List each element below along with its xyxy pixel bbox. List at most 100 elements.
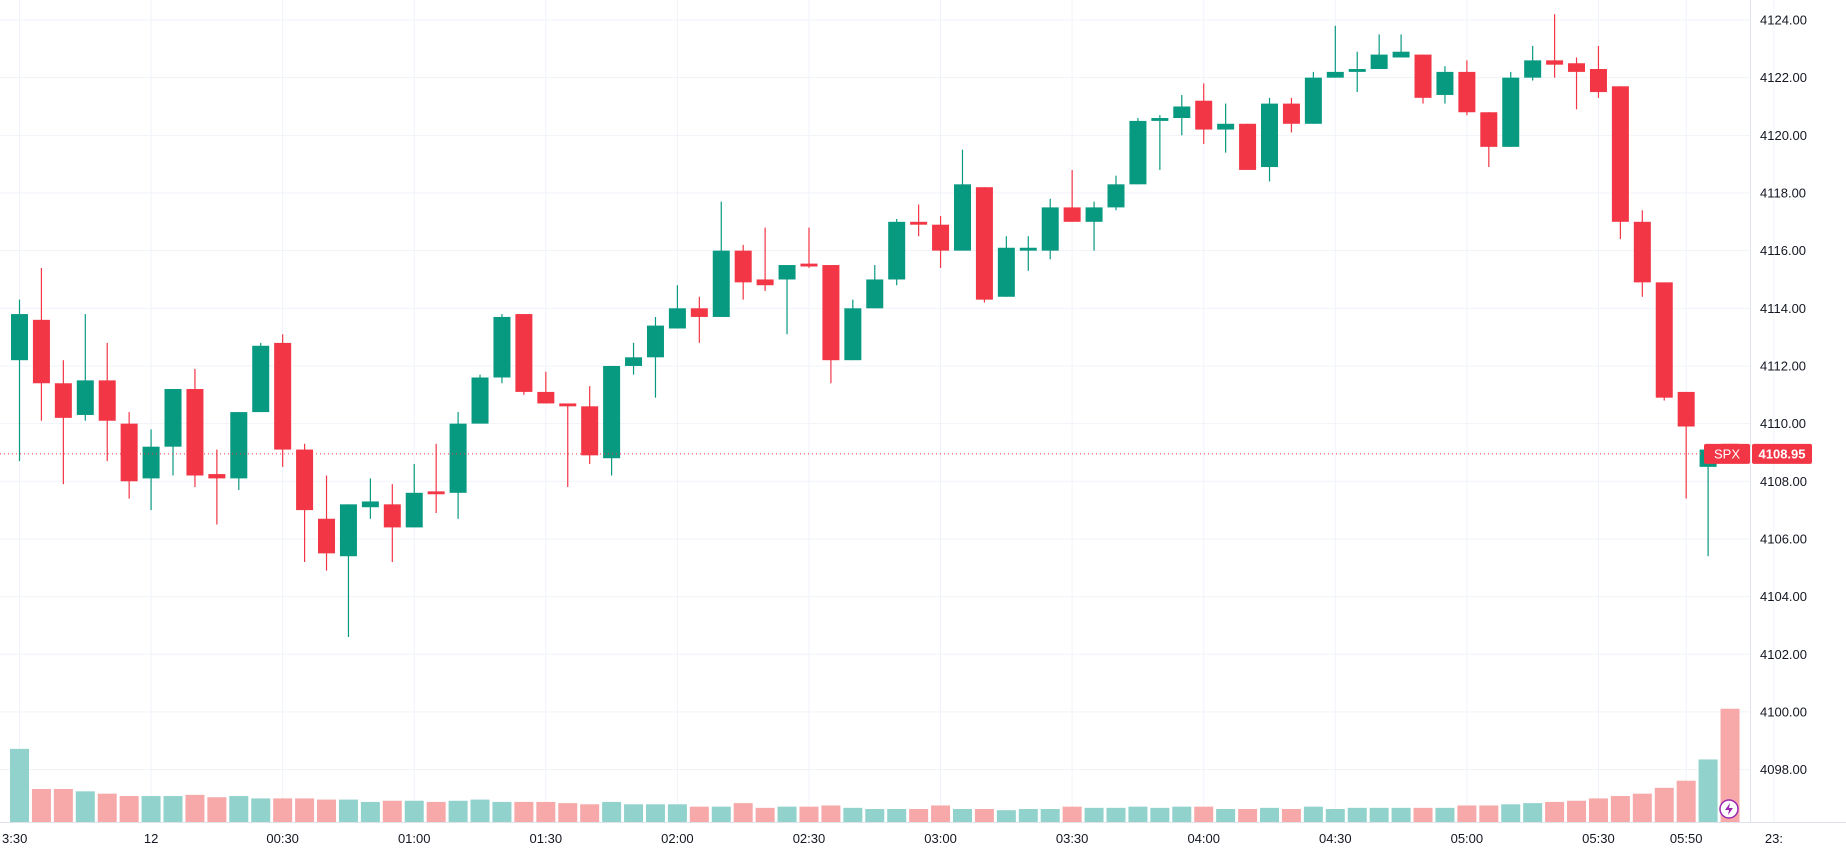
candle-body [32,319,50,384]
price-tick-label: 4114.00 [1760,301,1806,316]
candle-body [1633,221,1651,283]
volume-bar [448,800,468,822]
volume-bar [1216,809,1236,822]
volume-bar [1281,809,1301,822]
price-tick-label: 4112.00 [1760,358,1806,373]
volume-bar [821,805,841,822]
price-tick-label: 4104.00 [1760,589,1807,604]
volume-bar [1303,806,1323,822]
volume-bar [1654,787,1674,822]
candle-body [844,308,862,361]
time-tick-label: 00:30 [266,831,299,846]
volume-bar [1501,804,1521,822]
price-tick-label: 4124.00 [1760,13,1807,28]
candle-body [1282,103,1300,124]
candle-body [1107,184,1125,208]
candle-body [1195,100,1213,130]
candle-body [1173,106,1191,119]
candle-body [953,184,971,251]
volume-bar [1391,807,1411,822]
volume-bar [1040,809,1060,822]
candle-body [449,423,467,493]
volume-bar [711,806,731,822]
candle-body [822,265,840,361]
volume-bar [1369,807,1389,822]
candle-body [1458,71,1476,113]
volume-bar [1106,807,1126,822]
volume-bar [667,804,687,822]
candle-body [318,518,336,554]
volume-bar [317,799,337,822]
volume-bar [1435,807,1455,822]
time-tick-label: 23: [1765,831,1783,846]
volume-bar [996,810,1016,822]
candle-body [1370,54,1388,70]
candle-body [76,380,94,415]
price-axis[interactable]: 4098.00 4100.00 4102.00 4104.00 4106.00 4108.… [1760,13,1807,778]
time-tick-label: 05:50 [1670,831,1703,846]
volume-bar [251,798,271,822]
candle-body [54,383,72,418]
time-tick-label: 03:30 [1056,831,1089,846]
candle-body [405,492,423,528]
volume-bar [799,806,819,822]
volume-bar [536,801,556,822]
volume-bar [1588,798,1608,822]
price-tick-label: 4116.00 [1760,243,1806,258]
volume-bar [1172,806,1192,822]
volume-bar [1545,801,1565,822]
candle-body [164,389,182,447]
volume-bar [97,793,117,822]
candle-body [1414,54,1432,98]
volume-bar [1128,806,1148,822]
price-tick-label: 4110.00 [1760,416,1806,431]
volume-bar [185,794,205,822]
candle-body [559,403,577,407]
volume-bar [1523,803,1543,822]
volume-bar [119,796,139,822]
time-tick-label: 03:00 [924,831,957,846]
volume-bar [1567,800,1587,822]
candle-body [646,325,664,358]
candle-body [1436,71,1454,95]
price-tick-label: 4122.00 [1760,70,1807,85]
volume-bar [163,796,183,822]
volume-bar [1698,759,1718,822]
candle-body [1502,77,1520,147]
candle-body [493,316,511,378]
time-tick-label: 02:30 [793,831,826,846]
candle-body [11,314,28,361]
volume-bar [602,801,622,822]
volume-bar [382,800,402,822]
volume-bar [1347,807,1367,822]
last-price-tag: SPX 4108.95 [1704,443,1812,464]
candle-body [230,412,248,479]
volume-bar [1238,809,1258,822]
candle-body [1655,282,1673,398]
volume-bar [755,807,775,822]
volume-bar [952,809,972,822]
volume-bar [1062,806,1082,822]
lightning-icon[interactable] [1719,799,1739,819]
candle-body [186,389,204,476]
time-axis[interactable]: 3:30 12 00:30 01:00 01:30 02:00 02:30 03:00 03:3… [2,831,1783,846]
volume-bar [514,801,534,822]
candle-body [1085,207,1103,222]
volume-bar [689,806,709,822]
candle-body [471,377,489,424]
price-tick-label: 4098.00 [1760,762,1807,777]
candle-body [1019,247,1037,251]
candle-body [712,250,730,317]
candle-body [274,342,292,450]
candle-body [515,314,533,392]
candle-body [778,265,796,280]
volume-bar [777,806,797,822]
volume-bar [1610,796,1630,822]
volume-bar [1676,780,1696,822]
candle-body [1524,60,1542,78]
candle-body [339,504,357,557]
price-tick-label: 4102.00 [1760,647,1807,662]
time-tick-label: 12 [144,831,158,846]
candles [11,14,1739,637]
